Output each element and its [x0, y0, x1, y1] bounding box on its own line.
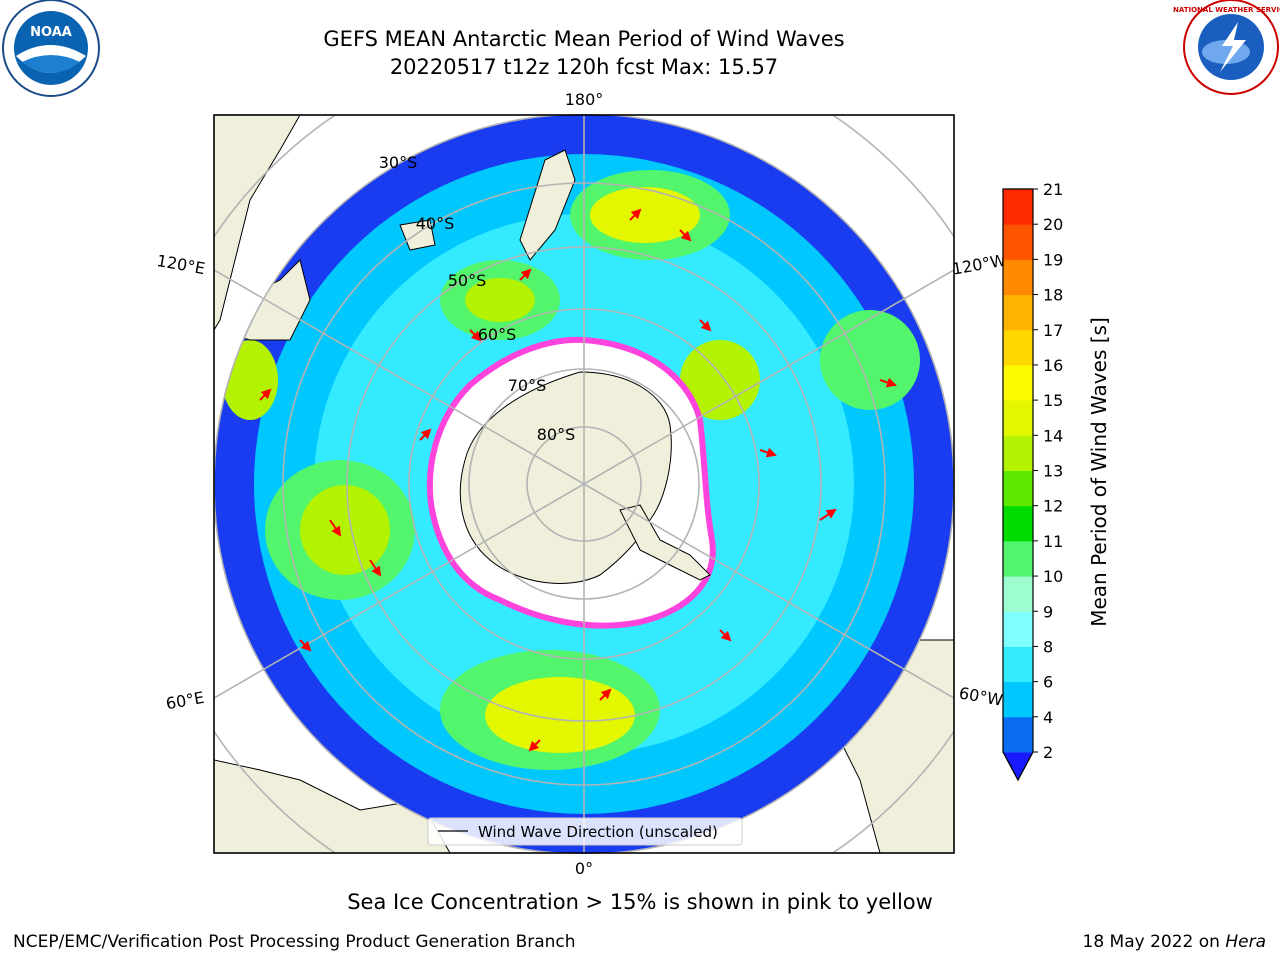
lon-label-120w: 120°W: [951, 250, 1008, 278]
lon-label-0: 0°: [575, 859, 593, 878]
footer-machine: Hera: [1225, 932, 1266, 952]
colorbar-tick-label: 2: [1043, 743, 1053, 762]
lat-label-30s: 30°S: [379, 153, 418, 172]
colorbar-tick-label: 17: [1043, 321, 1063, 340]
chart-subtitle: 20220517 t12z 120h fcst Max: 15.57: [389, 55, 779, 79]
nws-logo-text: NATIONAL WEATHER SERVICE: [1173, 6, 1280, 14]
colorbar-tick-label: 11: [1043, 532, 1063, 551]
colorbar-tick-label: 19: [1043, 250, 1063, 269]
lon-label-60e: 60°E: [164, 688, 205, 713]
colorbar-tick-label: 12: [1043, 497, 1063, 516]
antarctic-peninsula: [619, 504, 711, 581]
new-zealand-land: [519, 149, 576, 261]
noaa-logo-text: NOAA: [30, 25, 72, 40]
colorbar-tick-label: 21: [1043, 180, 1063, 199]
colorbar-segment: [1003, 364, 1033, 401]
lat-label-60s: 60°S: [478, 325, 517, 344]
colorbar-extend-arrow: [1002, 751, 1034, 782]
colorbar-tick-label: 16: [1043, 356, 1063, 375]
noaa-logo: NOAA: [2, 0, 100, 97]
colorbar-tick-label: 8: [1043, 637, 1053, 656]
lat-label-50s: 50°S: [448, 271, 487, 290]
lon-label-120e: 120°E: [155, 251, 206, 278]
colorbar-segment: [1003, 470, 1033, 507]
colorbar-segment: [1003, 646, 1033, 683]
graticule: [214, 115, 954, 853]
colorbar-segment: [1003, 681, 1033, 718]
colorbar-segment: [1003, 716, 1033, 753]
antarctica: [426, 336, 716, 629]
colorbar-label: Mean Period of Wind Waves [s]: [1087, 317, 1111, 627]
nws-logo: NATIONAL WEATHER SERVICE: [1173, 0, 1280, 95]
colorbar-segment: [1003, 294, 1033, 331]
colorbar-segment: [1003, 435, 1033, 471]
colorbar-tick-label: 10: [1043, 567, 1063, 586]
colorbar-tick-label: 6: [1043, 673, 1053, 692]
colorbar-tick-label: 20: [1043, 215, 1063, 234]
colorbar-outline: [1002, 188, 1034, 782]
map-legend: Wind Wave Direction (unscaled): [427, 817, 743, 846]
colorbar-segment: [1003, 505, 1033, 542]
sea-ice-note: Sea Ice Concentration > 15% is shown in …: [347, 890, 933, 914]
lat-label-40s: 40°S: [416, 214, 455, 233]
colorbar-tick-label: 4: [1043, 708, 1053, 727]
colorbar-segment: [1003, 259, 1033, 296]
colorbar-segment: [1003, 400, 1033, 436]
colorbar-segment: [1003, 224, 1033, 260]
africa-land: [214, 759, 451, 853]
map-frame: [213, 114, 955, 854]
lat-label-70s: 70°S: [508, 376, 547, 395]
legend-label: Wind Wave Direction (unscaled): [478, 823, 718, 841]
footer-date-text: 18 May 2022 on: [1082, 932, 1226, 952]
colorbar-segment: [1003, 540, 1033, 577]
colorbar-tick-label: 9: [1043, 602, 1053, 621]
lat-label-80s: 80°S: [537, 425, 576, 444]
lon-label-180: 180°: [565, 90, 604, 109]
australia-land: [214, 115, 301, 331]
lon-label-60w: 60°W: [958, 683, 1005, 709]
colorbar-tick-label: 15: [1043, 391, 1063, 410]
colorbar-segment: [1003, 611, 1033, 647]
colorbar-tick-label: 13: [1043, 462, 1063, 481]
colorbar-tick-label: 14: [1043, 426, 1063, 445]
footer-date: 18 May 2022 on Hera: [1083, 932, 1267, 952]
colorbar-segment: [1003, 189, 1033, 225]
chart-title: GEFS MEAN Antarctic Mean Period of Wind …: [323, 27, 845, 51]
footer-credit: NCEP/EMC/Verification Post Processing Pr…: [13, 932, 576, 952]
colorbar: 2 4 6 8 9 10 11 12 13 14 15 16 17 18 19 20 21: [1002, 180, 1063, 782]
wind-wave-arrows: [259, 208, 897, 752]
colorbar-tick-label: 18: [1043, 286, 1063, 305]
colorbar-segment: [1003, 576, 1033, 612]
colorbar-segment: [1003, 329, 1033, 366]
